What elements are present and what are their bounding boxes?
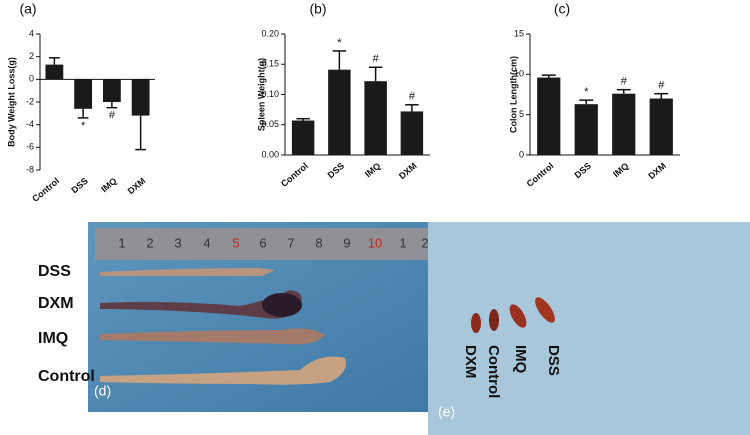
- y-axis-label: Colon Length(cm): [508, 56, 518, 133]
- ruler-mark: 2: [421, 235, 428, 250]
- panel-label: (d): [94, 383, 111, 399]
- x-tick-label: DSS: [326, 161, 347, 181]
- y-tick-label: -8: [26, 164, 34, 174]
- ruler-mark: 9: [343, 235, 350, 250]
- y-axis-label: Body Weight Loss(g): [6, 57, 16, 147]
- sample-label: IMQ: [512, 345, 529, 374]
- sample-label: Control: [485, 345, 502, 398]
- annotation: #: [658, 80, 665, 92]
- y-tick-label: 0.20: [261, 28, 279, 38]
- y-tick-label: 10: [514, 69, 524, 79]
- y-tick-label: 2: [29, 51, 34, 61]
- y-tick-label: 4: [29, 28, 34, 38]
- annotation: #: [373, 53, 380, 65]
- ruler-mark: 1: [118, 235, 125, 250]
- x-tick-label: IMQ: [363, 161, 382, 180]
- sample-label: DSS: [38, 263, 71, 280]
- panel-label: (c): [554, 1, 570, 17]
- photo-d: [88, 222, 428, 412]
- bar: [131, 79, 150, 116]
- colon: [100, 268, 275, 276]
- y-tick-label: 0.00: [261, 149, 279, 159]
- colon: [100, 356, 346, 385]
- x-tick-label: IMQ: [99, 176, 118, 195]
- x-tick-label: DXM: [397, 161, 419, 182]
- ruler-mark: 5: [232, 235, 239, 250]
- ruler-mark: 2: [146, 235, 153, 250]
- annotation: *: [584, 86, 589, 98]
- sample-label: IMQ: [38, 330, 68, 347]
- bar: [537, 77, 561, 155]
- bar: [649, 98, 673, 155]
- y-tick-label: 15: [514, 28, 524, 38]
- annotation: *: [81, 120, 86, 132]
- spleen: [489, 309, 499, 331]
- y-axis-label: Spleen Weight(g): [256, 58, 266, 131]
- ruler-mark: 7: [287, 235, 294, 250]
- spleen: [509, 304, 527, 328]
- y-tick-label: -4: [26, 119, 34, 129]
- x-tick-label: DXM: [646, 161, 668, 182]
- ruler-mark: 6: [259, 235, 266, 250]
- annotation: #: [409, 91, 416, 103]
- sample-label: DSS: [545, 345, 562, 376]
- colon: [262, 293, 302, 317]
- y-tick-label: 0.15: [261, 59, 279, 69]
- ruler-mark: 8: [315, 235, 322, 250]
- photo-e: [428, 222, 750, 435]
- colon: [100, 290, 302, 319]
- x-tick-label: Control: [30, 176, 61, 204]
- x-tick-label: DSS: [572, 161, 593, 181]
- photo-background: [428, 222, 750, 435]
- panel-label: (e): [438, 404, 455, 420]
- annotation: #: [109, 110, 116, 122]
- bar: [102, 79, 121, 102]
- colon: [100, 328, 325, 345]
- y-tick-label: 0.05: [261, 119, 279, 129]
- spleen: [535, 297, 555, 323]
- y-tick-label: -2: [26, 96, 34, 106]
- x-tick-label: Control: [279, 161, 310, 189]
- x-tick-label: Control: [525, 161, 556, 189]
- bar: [45, 64, 64, 80]
- ruler-mark: 10: [368, 235, 382, 250]
- bar: [291, 120, 315, 155]
- ruler: [95, 228, 428, 260]
- bar: [574, 104, 598, 155]
- sample-label: Control: [38, 368, 95, 385]
- bar: [364, 81, 387, 155]
- bar: [328, 69, 351, 155]
- y-tick-label: 0: [29, 74, 34, 84]
- y-tick-label: 0: [519, 149, 524, 159]
- ruler-mark: 3: [174, 235, 181, 250]
- y-tick-label: 0.10: [261, 89, 279, 99]
- bar: [400, 111, 424, 155]
- x-tick-label: IMQ: [611, 161, 630, 180]
- panel-label: (a): [19, 1, 36, 17]
- x-tick-label: DXM: [126, 176, 148, 197]
- ruler-mark: 4: [203, 235, 210, 250]
- spleen: [471, 313, 481, 333]
- y-tick-label: -6: [26, 142, 34, 152]
- bar: [74, 79, 93, 109]
- ruler-mark: 1: [399, 235, 406, 250]
- sample-label: DXM: [462, 345, 479, 378]
- panel-label: (b): [309, 1, 326, 17]
- y-tick-label: 5: [519, 109, 524, 119]
- sample-label: DXM: [38, 295, 74, 312]
- x-tick-label: DSS: [69, 176, 90, 196]
- annotation: *: [337, 37, 342, 49]
- bar: [612, 93, 636, 155]
- annotation: #: [621, 76, 628, 88]
